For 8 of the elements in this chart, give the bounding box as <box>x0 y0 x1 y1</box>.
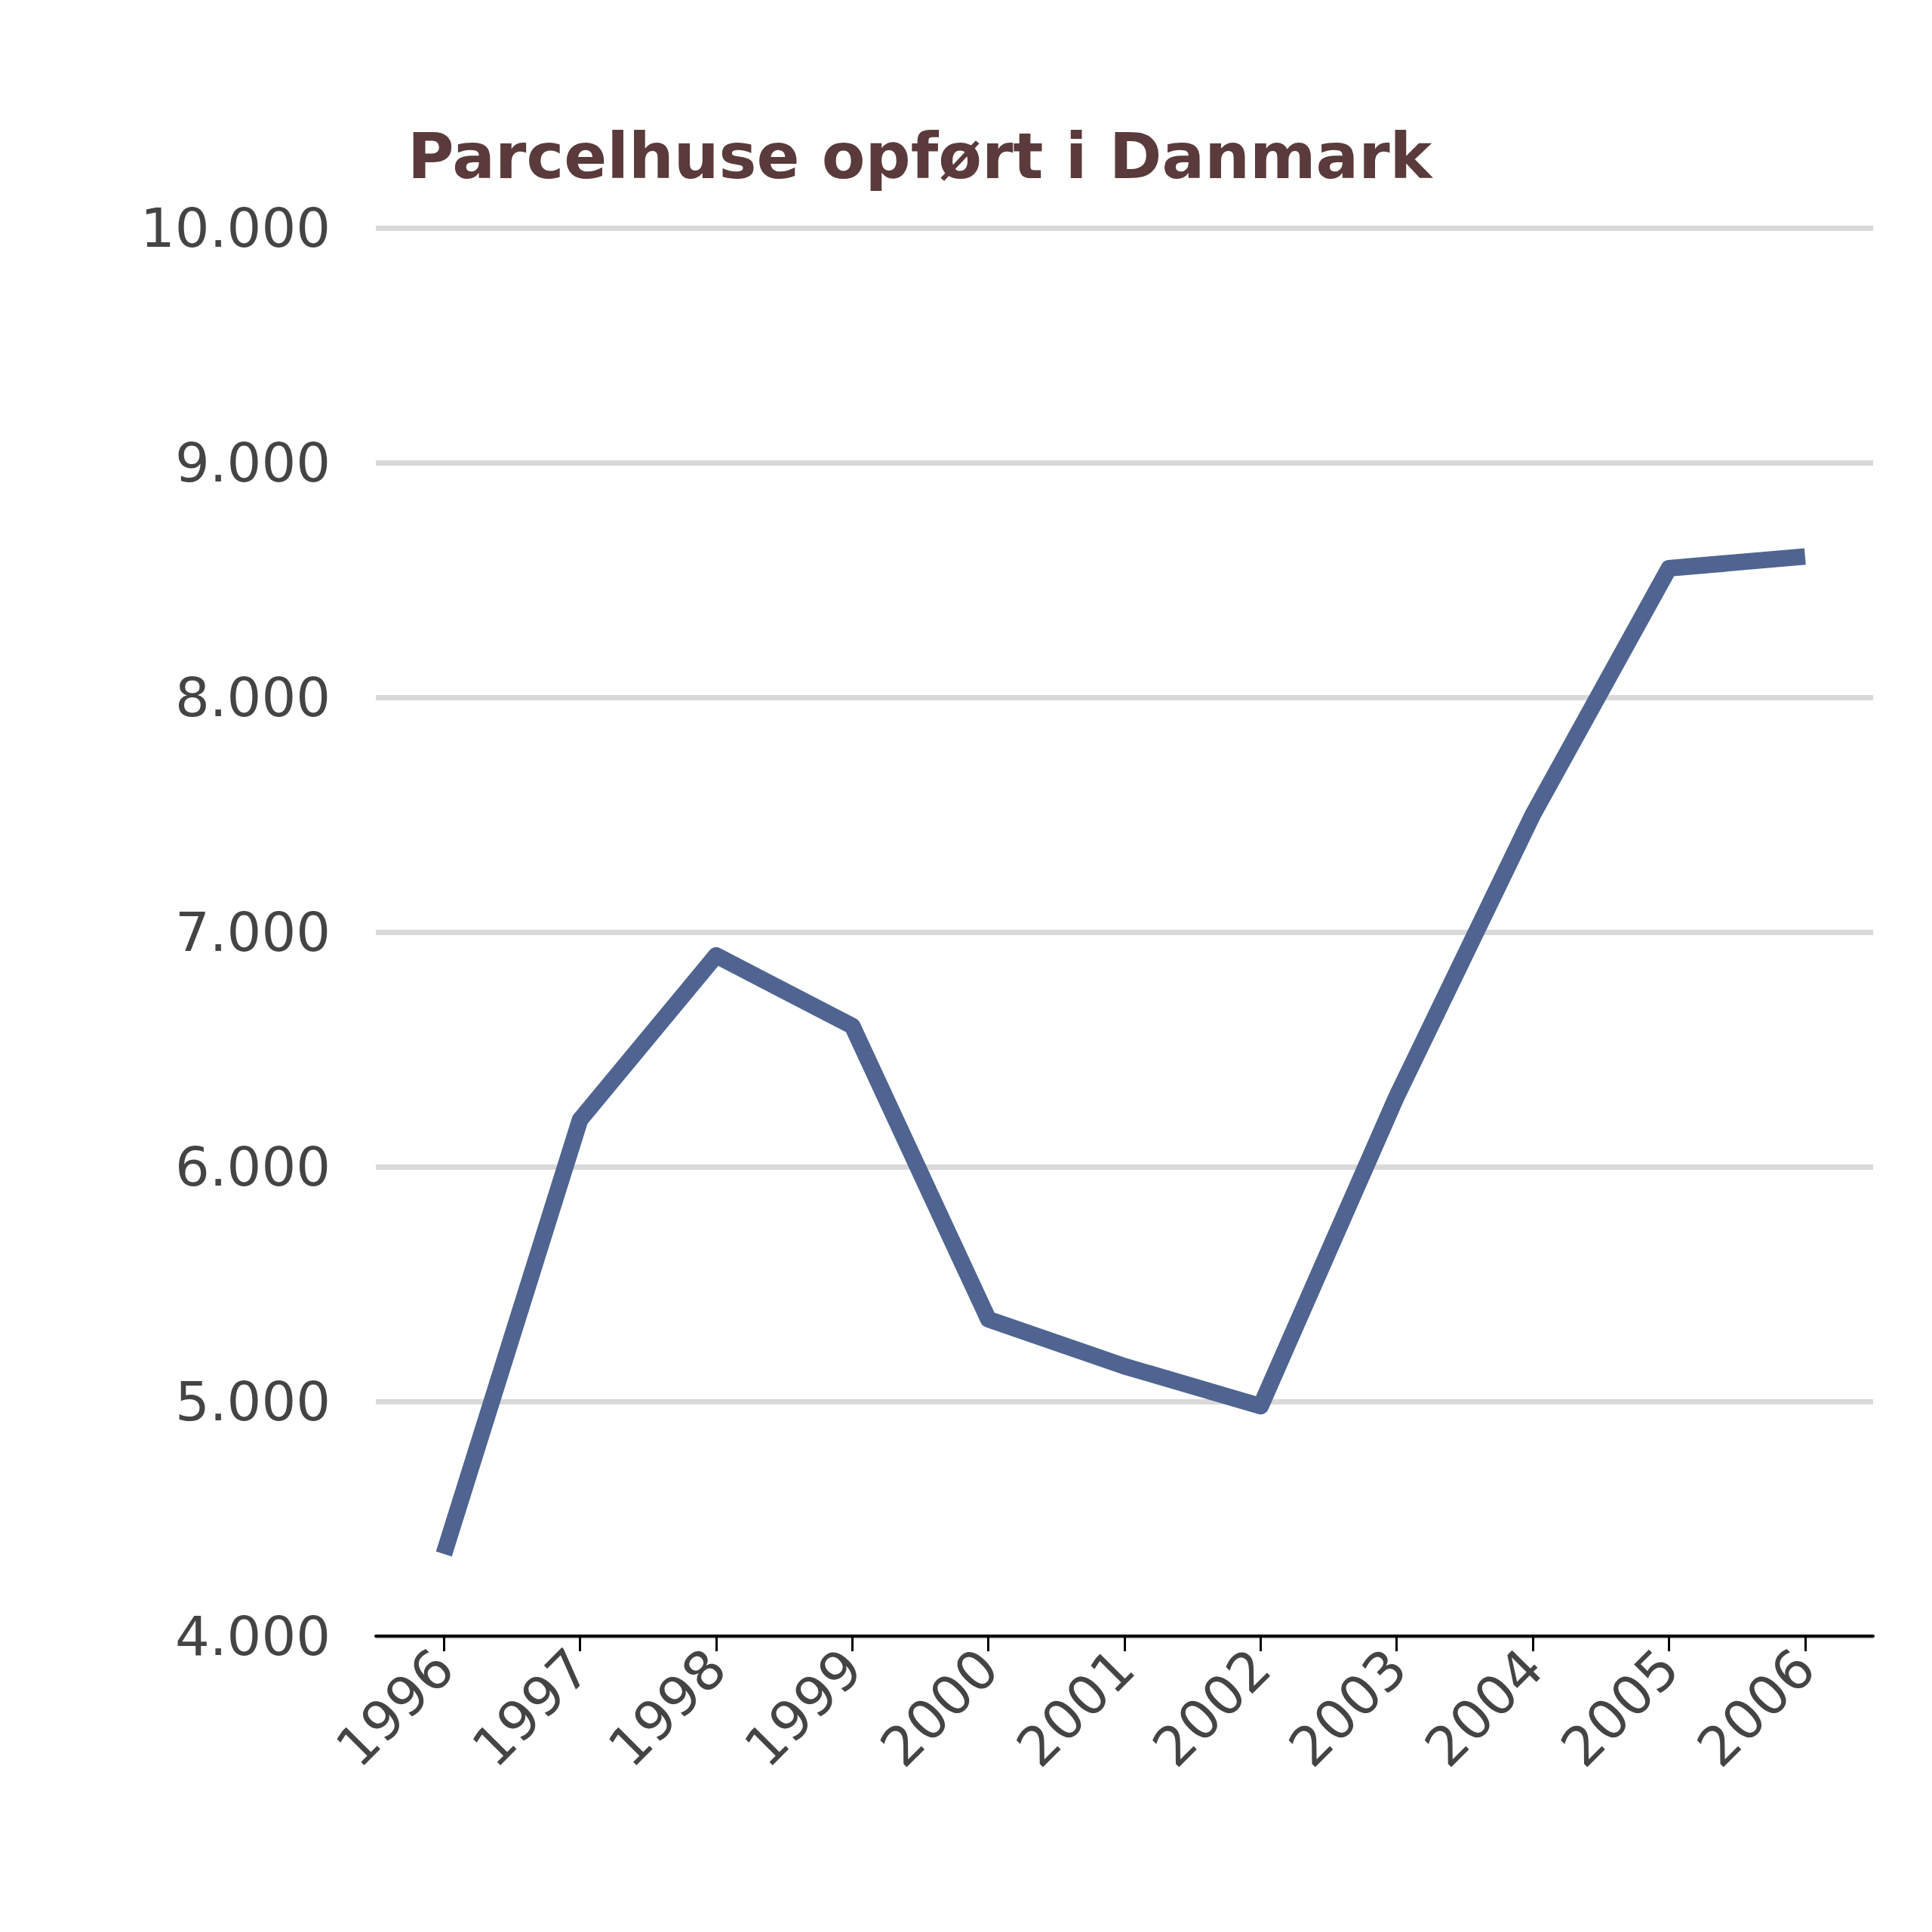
y-tick-label: 9.000 <box>174 431 331 494</box>
y-tick-label: 4.000 <box>174 1604 331 1668</box>
y-tick-label: 10.000 <box>140 196 331 260</box>
y-tick-label: 5.000 <box>174 1370 331 1433</box>
chart-title: Parcelhuse opført i Danmark <box>408 119 1434 193</box>
y-tick-label: 6.000 <box>174 1135 331 1198</box>
y-tick-label: 8.000 <box>174 666 331 729</box>
y-tick-label: 7.000 <box>174 900 331 964</box>
